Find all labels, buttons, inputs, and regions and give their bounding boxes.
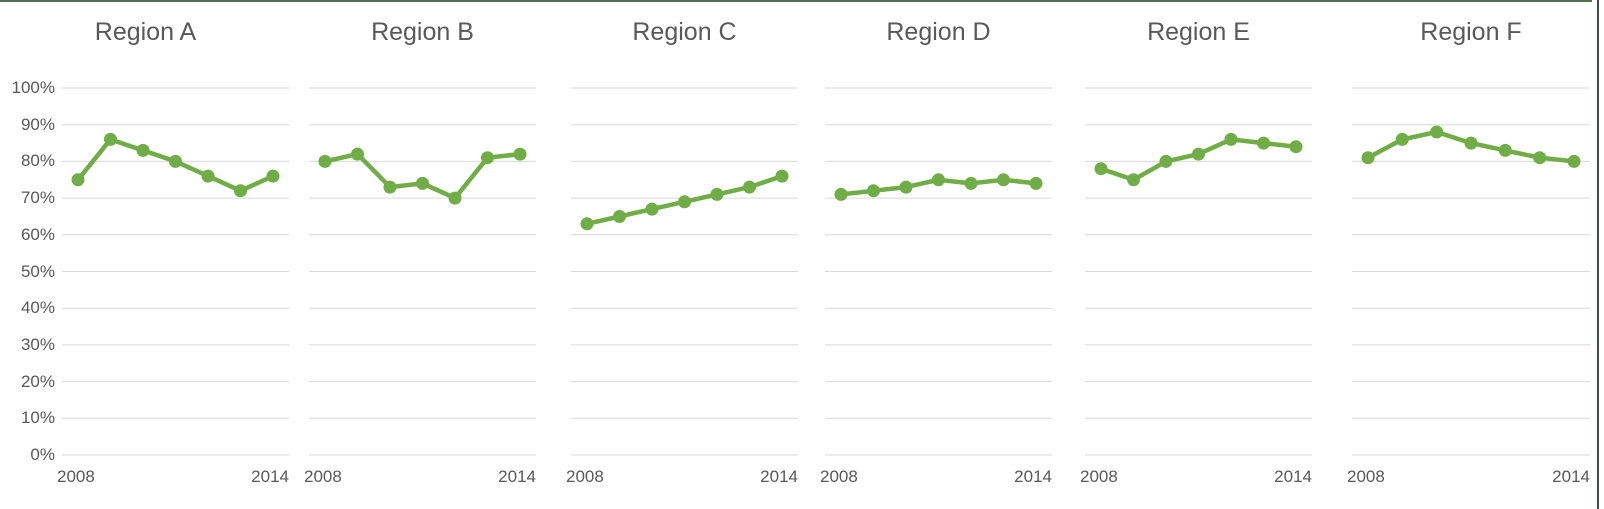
y-axis-tick-label: 70% xyxy=(20,188,55,208)
chart-panel-region-a: Region A 2008 2014 xyxy=(57,0,289,509)
data-point-marker[interactable] xyxy=(318,154,332,168)
x-axis-tick-label-first: 2008 xyxy=(566,467,604,486)
chart-title: Region E xyxy=(1147,18,1250,46)
data-point-marker[interactable] xyxy=(513,147,527,161)
data-point-marker[interactable] xyxy=(266,169,280,183)
data-point-marker[interactable] xyxy=(234,184,247,198)
chart-title: Region B xyxy=(371,18,474,46)
x-axis-tick-label-last: 2014 xyxy=(498,467,536,486)
data-point-marker[interactable] xyxy=(71,173,85,187)
line-chart-region-e[interactable] xyxy=(1085,86,1312,469)
data-point-marker[interactable] xyxy=(1192,147,1205,161)
y-axis-tick-label: 90% xyxy=(20,114,55,134)
data-point-marker[interactable] xyxy=(201,169,215,183)
y-axis-tick-label: 50% xyxy=(20,261,55,281)
y-axis-tick-label: 0% xyxy=(30,445,55,464)
data-point-marker[interactable] xyxy=(1094,162,1108,176)
y-axis-tick-label: 20% xyxy=(20,371,55,391)
chart-title: Region F xyxy=(1420,18,1522,46)
x-axis-tick-label-last: 2014 xyxy=(1014,467,1052,486)
data-point-marker[interactable] xyxy=(1159,154,1173,168)
x-axis-tick-label-first: 2008 xyxy=(304,467,342,486)
data-point-marker[interactable] xyxy=(1127,173,1140,187)
y-axis-tick-label: 10% xyxy=(20,408,55,428)
data-point-marker[interactable] xyxy=(1361,151,1375,165)
data-point-marker[interactable] xyxy=(997,173,1010,187)
x-axis-tick-label-last: 2014 xyxy=(1274,467,1312,486)
chart-panel-region-b: Region B 2008 2014 xyxy=(304,0,536,509)
line-chart-region-f[interactable] xyxy=(1352,86,1590,469)
data-point-marker[interactable] xyxy=(1533,151,1547,165)
data-point-marker[interactable] xyxy=(613,210,626,223)
chart-title: Region A xyxy=(94,18,197,46)
data-point-marker[interactable] xyxy=(678,195,691,209)
data-point-marker[interactable] xyxy=(351,147,364,161)
data-point-marker[interactable] xyxy=(1430,125,1444,139)
line-chart-region-a[interactable] xyxy=(62,86,289,469)
data-point-marker[interactable] xyxy=(383,180,397,194)
x-axis-tick-label-last: 2014 xyxy=(251,467,289,486)
x-axis-tick-label-first: 2008 xyxy=(1080,467,1118,486)
y-axis-tick-label: 100% xyxy=(11,78,55,97)
y-axis-tick-label: 40% xyxy=(20,298,55,318)
y-axis-tick-label: 80% xyxy=(20,151,55,171)
data-point-marker[interactable] xyxy=(448,191,462,205)
data-point-marker[interactable] xyxy=(104,132,117,146)
data-point-marker[interactable] xyxy=(1567,154,1581,168)
chart-panel-region-c: Region C 2008 2014 xyxy=(566,0,798,509)
data-point-marker[interactable] xyxy=(743,180,756,194)
data-point-marker[interactable] xyxy=(964,176,978,190)
data-point-marker[interactable] xyxy=(1224,132,1238,146)
x-axis-tick-label-last: 2014 xyxy=(760,467,798,486)
data-point-marker[interactable] xyxy=(481,151,494,165)
data-point-marker[interactable] xyxy=(1029,176,1043,190)
data-point-marker[interactable] xyxy=(169,154,182,168)
y-axis: 100% 90% 80% 70% 60% 50% 40% 30% 20% 10% 0% xyxy=(0,0,57,509)
window-right-border xyxy=(1597,0,1599,509)
data-point-marker[interactable] xyxy=(867,184,880,198)
data-point-marker[interactable] xyxy=(1257,136,1270,150)
data-point-marker[interactable] xyxy=(834,187,848,201)
data-point-marker[interactable] xyxy=(775,169,789,183)
chart-title: Region C xyxy=(632,18,737,46)
line-chart-region-d[interactable] xyxy=(825,86,1052,469)
chart-panel-region-e: Region E 2008 2014 xyxy=(1080,0,1312,509)
data-point-marker[interactable] xyxy=(1395,132,1409,146)
data-point-marker[interactable] xyxy=(645,202,659,216)
data-point-marker[interactable] xyxy=(899,180,913,194)
data-point-marker[interactable] xyxy=(1498,143,1512,157)
x-axis-tick-label-first: 2008 xyxy=(1347,467,1385,486)
data-point-marker[interactable] xyxy=(1464,136,1478,150)
x-axis-tick-label-last: 2014 xyxy=(1552,467,1590,486)
data-point-marker[interactable] xyxy=(932,173,945,187)
x-axis-tick-label-first: 2008 xyxy=(57,467,95,486)
top-border-rule xyxy=(0,0,1592,2)
y-axis-tick-label: 30% xyxy=(20,334,55,354)
y-axis-tick-label: 60% xyxy=(20,224,55,244)
data-point-marker[interactable] xyxy=(136,143,150,157)
line-chart-region-c[interactable] xyxy=(571,86,798,469)
data-point-marker[interactable] xyxy=(1289,140,1303,154)
line-chart-region-b[interactable] xyxy=(309,86,536,469)
data-point-marker[interactable] xyxy=(416,176,429,190)
chart-title: Region D xyxy=(886,18,991,46)
chart-panel-region-d: Region D 2008 2014 xyxy=(820,0,1052,509)
data-point-marker[interactable] xyxy=(710,187,724,201)
data-point-marker[interactable] xyxy=(580,217,594,231)
chart-panel-region-f: Region F 2008 2014 xyxy=(1347,0,1590,509)
x-axis-tick-label-first: 2008 xyxy=(820,467,858,486)
